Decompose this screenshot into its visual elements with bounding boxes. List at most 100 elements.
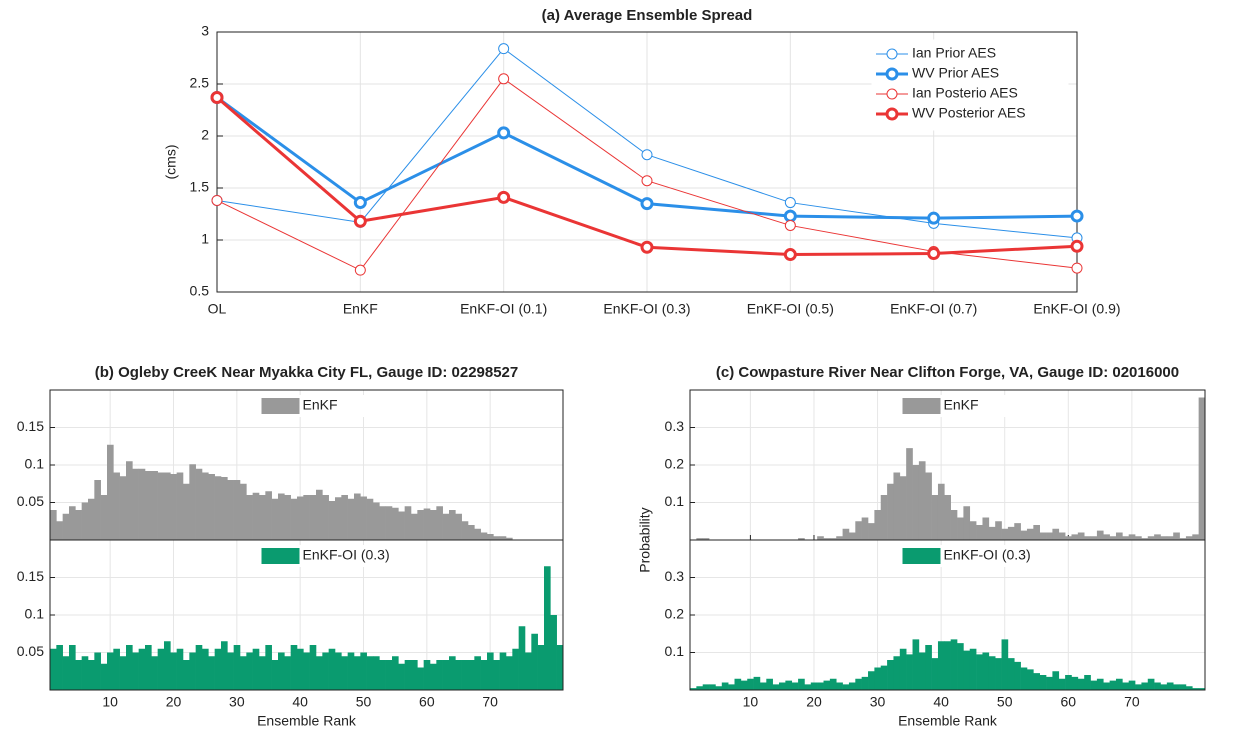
x-tick-label: 60 xyxy=(419,694,435,710)
bar xyxy=(1096,678,1104,690)
bar xyxy=(113,472,120,540)
bar xyxy=(170,474,177,540)
bar xyxy=(931,658,939,690)
bar xyxy=(151,471,158,540)
bar xyxy=(309,495,317,540)
bar xyxy=(88,660,95,690)
bar xyxy=(385,506,393,540)
legend-marker xyxy=(885,107,899,121)
bar xyxy=(88,498,95,540)
bar xyxy=(861,517,869,540)
bar xyxy=(1173,532,1180,540)
bar xyxy=(227,652,234,690)
bar xyxy=(791,682,799,690)
bar xyxy=(461,660,469,690)
bar xyxy=(430,510,437,540)
chart-title: (c) Cowpasture River Near Clifton Forge,… xyxy=(716,364,1179,381)
bar xyxy=(164,641,171,690)
bar xyxy=(772,684,780,690)
y-tick-label: 1.5 xyxy=(190,179,210,195)
bar xyxy=(1096,530,1104,540)
bar xyxy=(925,472,932,540)
bar xyxy=(1141,682,1149,690)
bar xyxy=(290,498,298,540)
bar xyxy=(1147,678,1155,690)
bar xyxy=(392,656,399,690)
bar xyxy=(195,645,203,690)
bar xyxy=(537,645,545,690)
bar xyxy=(874,510,882,540)
bar xyxy=(887,483,894,540)
point xyxy=(1071,262,1083,274)
legend-label: EnKF-OI (0.3) xyxy=(303,547,390,563)
bar xyxy=(525,652,532,690)
x-axis-label: Ensemble Rank xyxy=(257,713,357,729)
y-tick-label: 0.3 xyxy=(665,568,685,584)
bar xyxy=(252,648,260,690)
point xyxy=(641,149,653,161)
bar xyxy=(164,472,171,540)
bar xyxy=(398,663,405,690)
legend-label: Ian Posterio AES xyxy=(912,85,1018,101)
bar xyxy=(1154,682,1161,690)
bar xyxy=(512,648,519,690)
bar xyxy=(1007,658,1015,690)
bar xyxy=(455,660,462,690)
bar xyxy=(442,660,450,690)
bar xyxy=(392,507,399,540)
bar xyxy=(836,536,843,540)
bar xyxy=(1026,669,1034,690)
bar xyxy=(766,678,773,690)
bar xyxy=(354,493,361,540)
bar xyxy=(1179,538,1187,540)
bar xyxy=(531,633,538,690)
bar xyxy=(899,648,907,690)
bar xyxy=(779,682,786,690)
bar xyxy=(221,477,228,540)
point xyxy=(353,196,367,210)
legend-marker xyxy=(885,67,899,81)
bar xyxy=(848,682,856,690)
bar xyxy=(119,656,127,690)
bar xyxy=(227,480,234,540)
x-tick-label: EnKF xyxy=(343,301,378,317)
bar xyxy=(493,536,500,540)
x-tick-label: 70 xyxy=(482,694,498,710)
x-tick-label: 30 xyxy=(229,694,245,710)
bar xyxy=(1090,680,1098,690)
bar xyxy=(436,506,443,540)
legend-label: WV Prior AES xyxy=(912,65,999,81)
x-tick-label: 10 xyxy=(102,694,118,710)
bar xyxy=(69,506,76,540)
bar xyxy=(817,682,824,690)
x-tick-label: 60 xyxy=(1061,694,1077,710)
bar xyxy=(189,464,196,540)
bar xyxy=(100,663,108,690)
bar xyxy=(1198,397,1206,540)
bar xyxy=(411,513,418,540)
bar xyxy=(944,641,951,690)
bar xyxy=(880,495,888,540)
bar xyxy=(861,676,869,690)
y-axis-label: (cms) xyxy=(163,145,179,180)
bar xyxy=(56,645,63,690)
bar xyxy=(62,656,70,690)
y-tick-label: 0.05 xyxy=(17,643,44,659)
bar xyxy=(442,513,450,540)
bar xyxy=(1084,536,1091,540)
bar xyxy=(848,532,856,540)
bar xyxy=(499,652,507,690)
bar xyxy=(233,645,241,690)
bar xyxy=(252,492,260,540)
bar xyxy=(1039,675,1047,690)
y-tick-label: 2 xyxy=(201,127,209,143)
bar xyxy=(912,465,920,540)
bar xyxy=(436,660,443,690)
bar xyxy=(544,566,551,690)
y-tick-label: 0.1 xyxy=(25,456,45,472)
bar xyxy=(259,656,266,690)
x-tick-label: 20 xyxy=(166,694,182,710)
bar xyxy=(265,645,272,690)
bar xyxy=(957,643,964,690)
